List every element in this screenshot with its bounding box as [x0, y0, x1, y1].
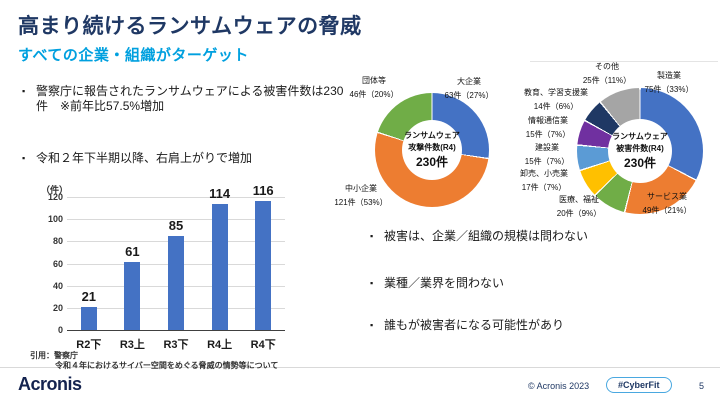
y-axis-unit-label: （件）: [41, 185, 69, 195]
donut-center-label: ランサムウェア 被害件数(R4) 230件: [608, 119, 672, 183]
left-bullet-2-text: 令和２年下半期以降、右肩上がりで増加: [36, 151, 253, 165]
acronis-logo: Acronis: [18, 374, 82, 394]
x-axis-category-label: R2下: [76, 339, 102, 351]
ransomware-trend-bar-chart: （件） 0 20 40 60 80 100 120 21 R2下 61 R3上 85 R3下 114 R4上…: [35, 183, 335, 351]
page-title: 高まり続けるランサムウェアの脅威: [18, 15, 362, 38]
cyberfit-badge: #CyberFit: [606, 377, 672, 393]
left-bullet-2: ▪ 令和２年下半期以降、右肩上がりで増加: [22, 151, 352, 166]
x-axis-category-label: R3下: [163, 339, 189, 351]
y-axis-tick: 120: [47, 192, 63, 202]
page-subtitle: すべての企業・組織がターゲット: [18, 47, 249, 64]
bullet-marker: ▪: [370, 231, 374, 241]
bullet-marker: ▪: [370, 278, 374, 288]
y-axis-tick: 20: [52, 302, 63, 313]
bullet-marker: ▪: [370, 320, 374, 330]
pie-label-large-enterprise: 大企業 63件（27%）: [444, 77, 494, 100]
bar-R3下: [168, 235, 184, 330]
pie-label-information-telecom: 情報通信業 15件（7%）: [525, 116, 571, 139]
attack-count-donut-chart: ランサムウェア 攻撃件数(R4) 230件: [375, 93, 489, 207]
left-bullet-1-text: 警察庁に報告されたランサムウェアによる被害件数は230件 ※前年比57.5%増加: [36, 84, 344, 113]
right-bullet-3-text: 誰もが被害者になる可能性があり: [384, 318, 565, 332]
x-axis-category-label: R4上: [207, 339, 233, 351]
pie-label-education: 教育、学習支援業 14件（6%）: [524, 88, 588, 111]
right-bullet-2-text: 業種／業界を問わない: [384, 276, 505, 290]
bar-R4上: [211, 203, 228, 330]
pie-label-medical-welfare: 医療、福祉 20件（9%）: [556, 195, 602, 218]
victim-count-donut-chart: ランサムウェア 被害件数(R4) 230件: [577, 88, 703, 214]
bar-value-label: 61: [125, 244, 140, 260]
bar-value-label: 85: [168, 217, 184, 233]
bar-value-label: 21: [81, 288, 97, 304]
left-bullet-1: ▪ 警察庁に報告されたランサムウェアによる被害件数は230件 ※前年比57.5%…: [22, 84, 352, 114]
y-axis-tick: 60: [52, 258, 63, 269]
bar-value-label: 116: [252, 183, 274, 199]
y-axis-tick: 40: [52, 280, 63, 291]
pie-label-manufacturing: 製造業 75件（33%）: [644, 71, 694, 94]
right-bullet-2: ▪ 業種／業界を問わない: [370, 276, 700, 291]
right-bullet-1-text: 被害は、企業／組織の規模は問わない: [384, 229, 589, 243]
x-axis-category-label: R3上: [119, 339, 145, 351]
pie-label-others: その他 25件（11%）: [582, 62, 632, 85]
y-axis-tick: 80: [52, 236, 63, 247]
bar-R2下: [80, 306, 97, 330]
pie-label-services: サービス業 49件（21%）: [642, 192, 692, 215]
footer-divider: [0, 367, 720, 368]
pie-label-sme: 中小企業 121件（53%）: [334, 184, 388, 207]
pie-label-organizations: 団体等 46件（20%）: [349, 76, 399, 99]
bullet-marker: ▪: [22, 86, 26, 96]
bar-value-label: 114: [209, 185, 231, 201]
x-axis-category-label: R4下: [250, 339, 276, 351]
bar-R3上: [124, 262, 141, 330]
citation-source: 引用：警察庁: [30, 351, 78, 360]
chart-frame-line: [530, 61, 718, 62]
right-bullet-3: ▪ 誰もが被害者になる可能性があり: [370, 318, 700, 333]
bar-chart-plot-area: 0 20 40 60 80 100 120 21 R2下 61 R3上 85 R3下 114 R4上 116 R…: [48, 183, 285, 351]
pie-label-wholesale-retail: 卸売、小売業 17件（7%）: [520, 169, 568, 192]
right-bullet-1: ▪ 被害は、企業／組織の規模は問わない: [370, 229, 700, 244]
citation-document: 令和４年におけるサイバー空間をめぐる脅威の情勢等について: [55, 361, 279, 370]
bar-R4下: [255, 201, 272, 330]
page-number: 5: [699, 381, 705, 391]
y-axis-tick: 0: [57, 325, 63, 335]
donut-center-label: ランサムウェア 攻撃件数(R4) 230件: [402, 120, 462, 180]
gridline: [67, 219, 285, 221]
copyright-text: © Acronis 2023: [528, 381, 590, 391]
y-axis-tick: 100: [47, 214, 63, 225]
gridline: [67, 197, 285, 198]
bullet-marker: ▪: [22, 153, 26, 163]
pie-label-construction: 建設業 15件（7%）: [524, 143, 570, 166]
